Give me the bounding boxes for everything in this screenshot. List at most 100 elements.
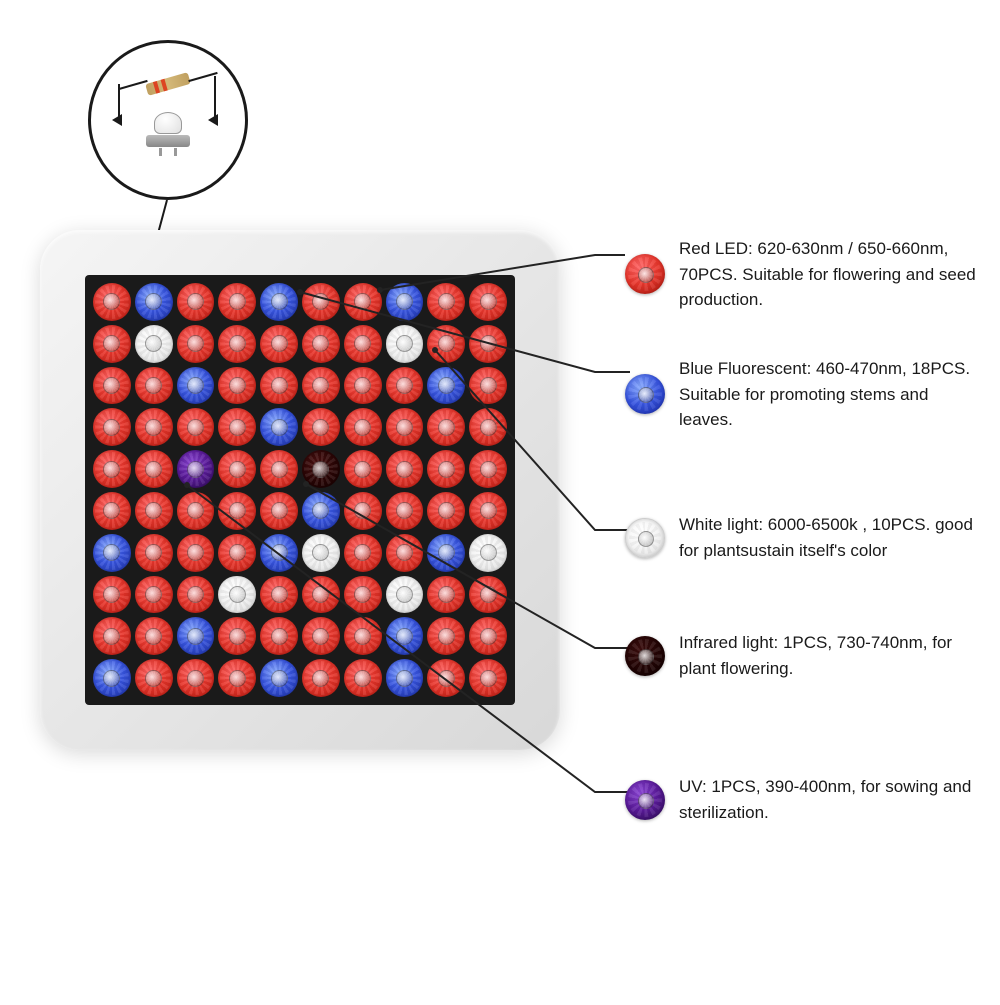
legend-item-blue: Blue Fluorescent: 460-470nm, 18PCS. Suit… bbox=[625, 356, 979, 433]
led-cell-red bbox=[427, 492, 465, 530]
led-cell-red bbox=[469, 659, 507, 697]
led-cell-red bbox=[427, 450, 465, 488]
led-cell-red bbox=[135, 659, 173, 697]
led-cell-red bbox=[135, 408, 173, 446]
led-cell-red bbox=[344, 617, 382, 655]
led-cell-red bbox=[260, 492, 298, 530]
wire-segment bbox=[118, 84, 120, 118]
led-cell-blue bbox=[427, 367, 465, 405]
led-cell-red bbox=[344, 450, 382, 488]
led-cell-red bbox=[302, 325, 340, 363]
led-cell-red bbox=[427, 576, 465, 614]
led-cell-red bbox=[260, 367, 298, 405]
led-cell-red bbox=[218, 492, 256, 530]
led-cell-white bbox=[218, 576, 256, 614]
circuit-detail-circle bbox=[88, 40, 248, 200]
led-cell-red bbox=[135, 450, 173, 488]
led-cell-red bbox=[93, 450, 131, 488]
legend-item-red: Red LED: 620-630nm / 650-660nm, 70PCS. S… bbox=[625, 236, 979, 313]
led-cell-white bbox=[302, 534, 340, 572]
legend-text: Infrared light: 1PCS, 730-740nm, for pla… bbox=[679, 630, 979, 681]
led-panel bbox=[40, 230, 560, 750]
led-cell-blue bbox=[386, 659, 424, 697]
arrow-left-icon bbox=[208, 114, 218, 126]
led-cell-red bbox=[177, 283, 215, 321]
led-cell-red bbox=[260, 576, 298, 614]
led-component-icon bbox=[146, 112, 190, 152]
led-cell-blue bbox=[177, 617, 215, 655]
led-cell-white bbox=[135, 325, 173, 363]
led-cell-red bbox=[260, 450, 298, 488]
led-cell-red bbox=[135, 576, 173, 614]
led-cell-red bbox=[469, 408, 507, 446]
led-cell-red bbox=[93, 617, 131, 655]
led-cell-blue bbox=[93, 659, 131, 697]
led-cell-red bbox=[427, 408, 465, 446]
led-cell-blue bbox=[93, 534, 131, 572]
led-cell-red bbox=[93, 283, 131, 321]
led-cell-red bbox=[469, 492, 507, 530]
led-cell-red bbox=[386, 408, 424, 446]
led-cell-red bbox=[344, 408, 382, 446]
wire-segment bbox=[118, 80, 147, 90]
led-cell-red bbox=[386, 534, 424, 572]
led-cell-red bbox=[344, 492, 382, 530]
led-cell-red bbox=[427, 659, 465, 697]
led-cell-red bbox=[302, 617, 340, 655]
led-cell-red bbox=[427, 325, 465, 363]
legend-text: White light: 6000-6500k , 10PCS. good fo… bbox=[679, 512, 979, 563]
led-cell-red bbox=[177, 576, 215, 614]
led-grid bbox=[85, 275, 515, 705]
led-cell-red bbox=[469, 283, 507, 321]
led-cell-red bbox=[344, 367, 382, 405]
led-cell-red bbox=[135, 492, 173, 530]
wire-segment bbox=[214, 76, 216, 118]
led-cell-red bbox=[93, 408, 131, 446]
led-cell-red bbox=[260, 325, 298, 363]
led-cell-red bbox=[135, 534, 173, 572]
blue-led-icon bbox=[625, 374, 665, 414]
led-cell-red bbox=[344, 534, 382, 572]
led-cell-blue bbox=[135, 283, 173, 321]
led-cell-red bbox=[218, 367, 256, 405]
led-cell-red bbox=[302, 408, 340, 446]
legend-text: Blue Fluorescent: 460-470nm, 18PCS. Suit… bbox=[679, 356, 979, 433]
led-cell-blue bbox=[260, 283, 298, 321]
led-cell-red bbox=[469, 576, 507, 614]
infrared-led-icon bbox=[625, 636, 665, 676]
led-cell-white bbox=[386, 576, 424, 614]
led-cell-red bbox=[344, 325, 382, 363]
led-cell-red bbox=[218, 283, 256, 321]
led-cell-red bbox=[386, 492, 424, 530]
led-cell-red bbox=[218, 659, 256, 697]
led-cell-red bbox=[386, 367, 424, 405]
legend-item-white: White light: 6000-6500k , 10PCS. good fo… bbox=[625, 512, 979, 563]
led-cell-blue bbox=[386, 617, 424, 655]
led-cell-red bbox=[177, 659, 215, 697]
led-cell-red bbox=[427, 617, 465, 655]
led-cell-blue bbox=[260, 534, 298, 572]
led-cell-red bbox=[427, 283, 465, 321]
led-cell-red bbox=[177, 325, 215, 363]
led-cell-red bbox=[218, 408, 256, 446]
led-cell-blue bbox=[260, 659, 298, 697]
led-cell-red bbox=[302, 576, 340, 614]
led-cell-red bbox=[218, 534, 256, 572]
legend-item-infrared: Infrared light: 1PCS, 730-740nm, for pla… bbox=[625, 630, 979, 681]
led-cell-red bbox=[344, 576, 382, 614]
led-cell-red bbox=[93, 325, 131, 363]
panel-frame bbox=[40, 230, 560, 750]
led-cell-white bbox=[386, 325, 424, 363]
led-cell-red bbox=[344, 283, 382, 321]
led-cell-blue bbox=[427, 534, 465, 572]
led-cell-red bbox=[469, 367, 507, 405]
arrow-left-icon bbox=[112, 114, 122, 126]
led-cell-red bbox=[218, 325, 256, 363]
legend-text: Red LED: 620-630nm / 650-660nm, 70PCS. S… bbox=[679, 236, 979, 313]
legend-item-uv: UV: 1PCS, 390-400nm, for sowing and ster… bbox=[625, 774, 979, 825]
circuit-schematic bbox=[108, 70, 228, 170]
led-cell-red bbox=[135, 367, 173, 405]
led-cell-red bbox=[469, 450, 507, 488]
led-cell-blue bbox=[386, 283, 424, 321]
led-cell-red bbox=[93, 492, 131, 530]
